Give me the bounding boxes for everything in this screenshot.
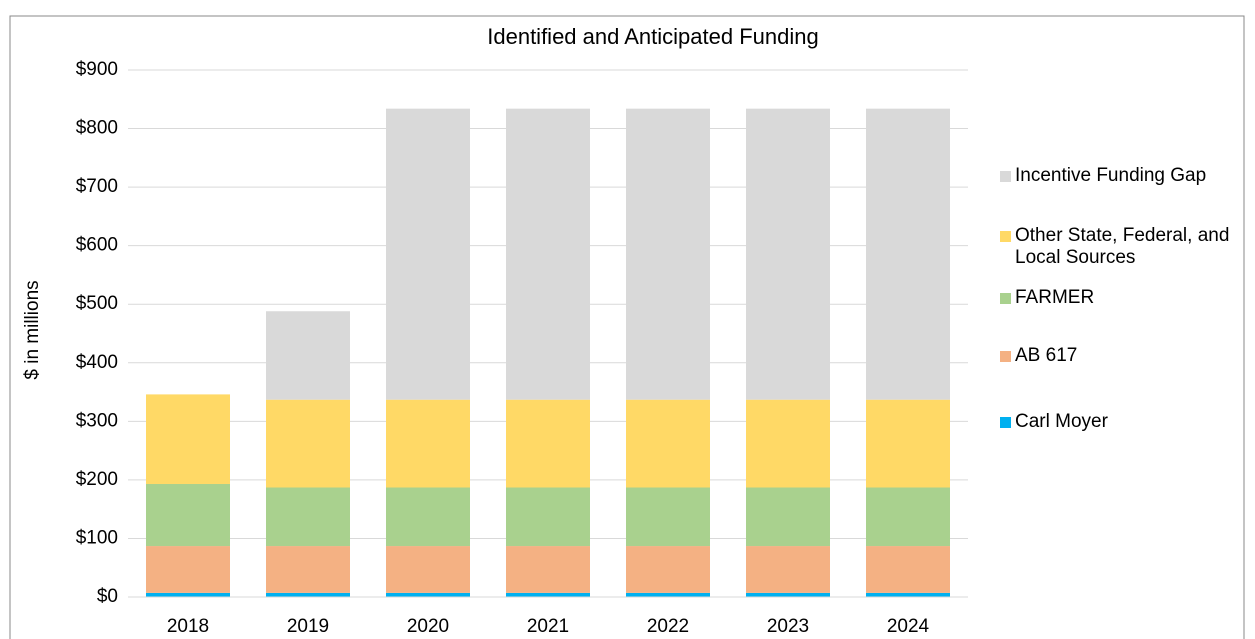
bar-segment	[266, 399, 350, 488]
bar-segment	[386, 108, 470, 400]
bar-segment	[386, 487, 470, 547]
legend-label: FARMER	[1015, 287, 1095, 308]
x-tick-label: 2023	[767, 616, 809, 637]
legend-item: FARMER	[1000, 287, 1230, 309]
bar-segment	[626, 592, 710, 597]
y-tick-label: $400	[76, 352, 118, 373]
bar-segment	[266, 592, 350, 597]
legend-swatch	[1000, 417, 1011, 428]
bar-segment	[146, 546, 230, 593]
legend-swatch	[1000, 171, 1011, 182]
x-tick-label: 2022	[647, 616, 689, 637]
y-tick-label: $300	[76, 410, 118, 431]
bar-segment	[506, 399, 590, 488]
bar-segment	[866, 546, 950, 593]
legend-item: Other State, Federal, and Local Sources	[1000, 225, 1230, 269]
bar-segment	[746, 399, 830, 488]
chart-frame	[9, 15, 1245, 639]
bar-segment	[746, 108, 830, 400]
legend-label: Carl Moyer	[1015, 411, 1108, 432]
y-tick-label: $700	[76, 176, 118, 197]
bar-segment	[386, 546, 470, 593]
bar-segment	[506, 108, 590, 400]
y-tick-label: $200	[76, 469, 118, 490]
y-tick-label: $100	[76, 527, 118, 548]
chart-title: Identified and Anticipated Funding	[487, 24, 818, 49]
legend-item: Carl Moyer	[1000, 411, 1230, 433]
y-tick-label: $600	[76, 235, 118, 256]
bar-segment	[746, 592, 830, 597]
bar-segment	[866, 487, 950, 547]
bar-segment	[626, 399, 710, 488]
y-axis-label: $ in millions	[22, 280, 43, 379]
bar-segment	[386, 399, 470, 488]
y-tick-label: $800	[76, 118, 118, 139]
bar-segment	[866, 108, 950, 400]
x-tick-label: 2018	[167, 616, 209, 637]
bar-segment	[266, 487, 350, 547]
bar-segment	[386, 592, 470, 597]
bar-segment	[866, 399, 950, 488]
bar-segment	[146, 394, 230, 484]
bar-segment	[866, 592, 950, 597]
y-tick-label: $500	[76, 293, 118, 314]
bar-segment	[626, 108, 710, 400]
legend-label: Other State, Federal, and Local Sources	[1015, 225, 1230, 268]
x-tick-label: 2021	[527, 616, 569, 637]
legend-swatch	[1000, 293, 1011, 304]
legend-swatch	[1000, 351, 1011, 362]
y-tick-label: $0	[97, 586, 118, 607]
legend-item: AB 617	[1000, 345, 1230, 367]
bar-segment	[266, 311, 350, 400]
bar-segment	[506, 487, 590, 547]
legend-swatch	[1000, 231, 1011, 242]
bar-segment	[626, 487, 710, 547]
bar-segment	[506, 546, 590, 593]
bar-segment	[746, 487, 830, 547]
y-tick-label: $900	[76, 59, 118, 80]
bar-segment	[506, 592, 590, 597]
legend-label: Incentive Funding Gap	[1015, 165, 1207, 186]
bar-segment	[146, 483, 230, 547]
x-tick-label: 2024	[887, 616, 930, 637]
legend-label: AB 617	[1015, 345, 1078, 366]
bar-segment	[626, 546, 710, 593]
x-tick-label: 2020	[407, 616, 449, 637]
bar-segment	[746, 546, 830, 593]
bar-segment	[266, 546, 350, 593]
legend-item: Incentive Funding Gap	[1000, 165, 1230, 187]
bar-segment	[146, 592, 230, 597]
x-tick-label: 2019	[287, 616, 329, 637]
